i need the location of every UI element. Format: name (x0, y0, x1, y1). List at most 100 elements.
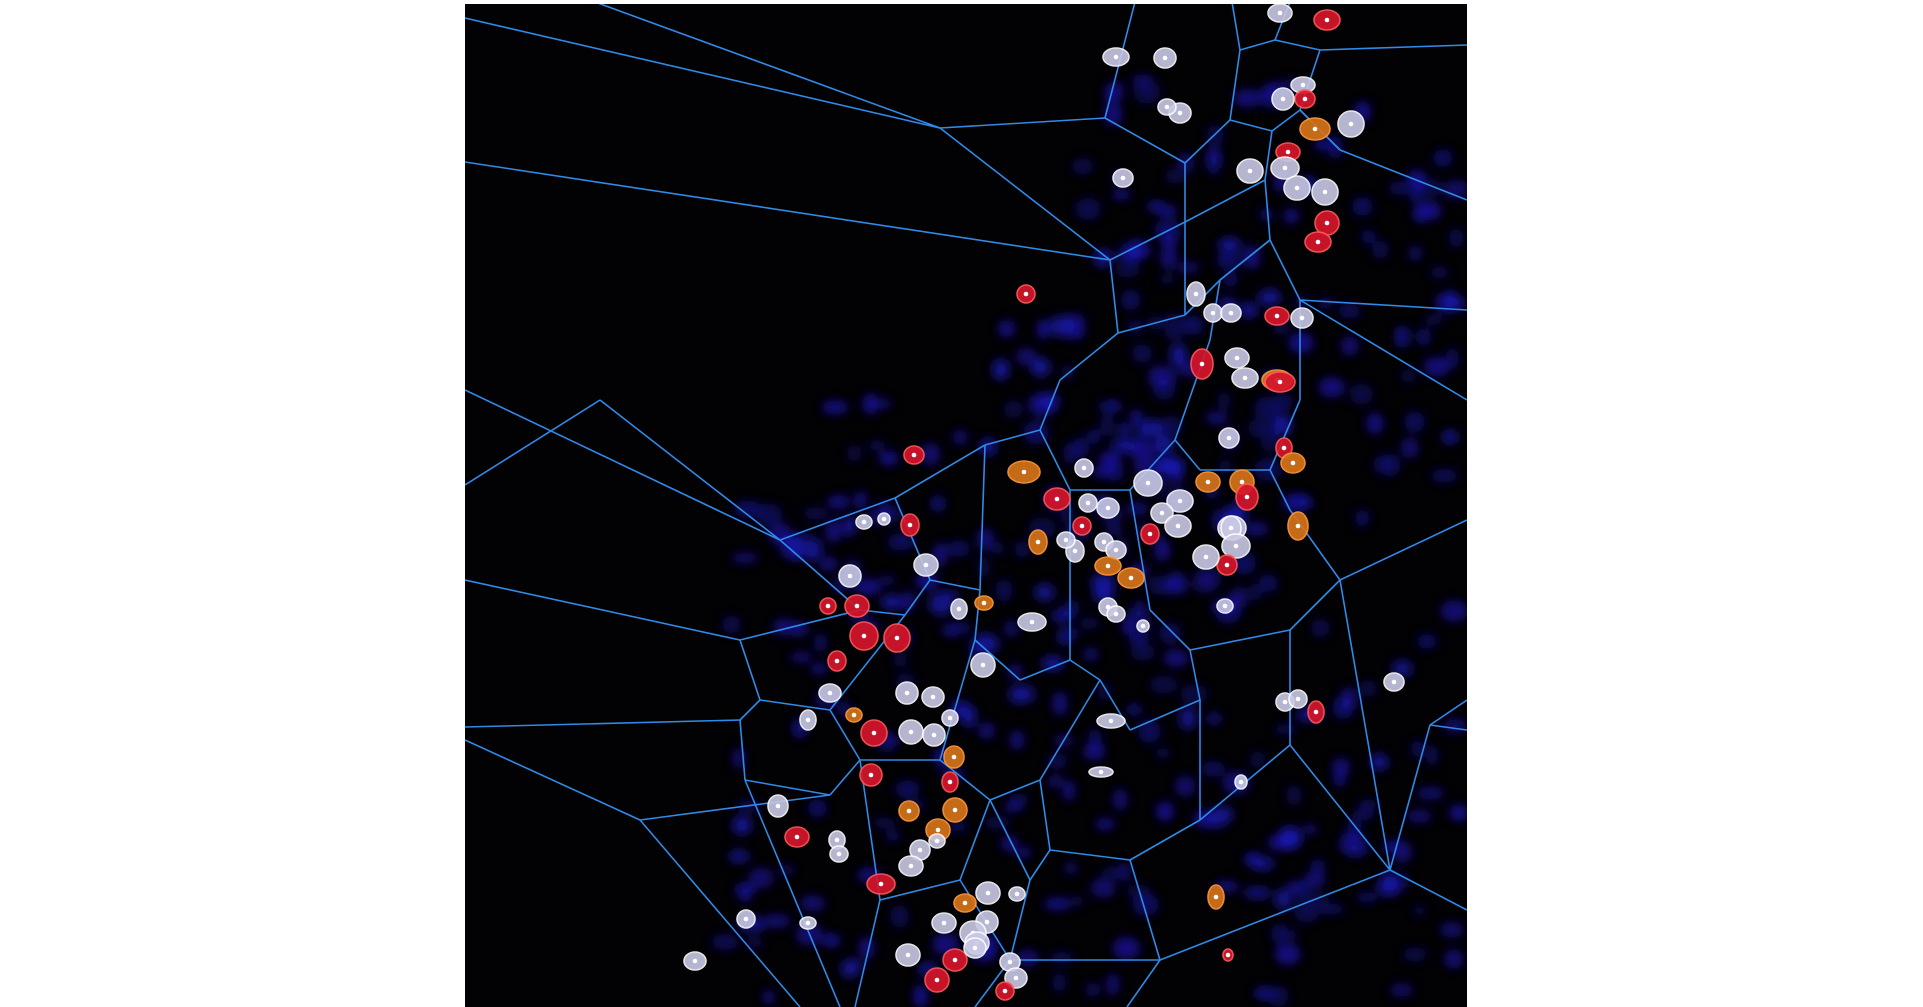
background-nucleus (998, 320, 1016, 338)
cell-centroid (1140, 623, 1146, 629)
cell-centroid (1285, 149, 1291, 155)
orange-cell (898, 800, 920, 822)
voronoi-edge (1184, 119, 1231, 164)
background-nucleus (1359, 680, 1377, 698)
voronoi-edge (465, 389, 781, 541)
background-nucleus (731, 553, 759, 563)
background-nucleus (1294, 295, 1308, 309)
voronoi-edge (1389, 724, 1431, 871)
cell-centroid (1177, 110, 1183, 116)
white-cell (1088, 766, 1114, 778)
background-nucleus (1091, 465, 1115, 478)
cell-centroid (1213, 894, 1219, 900)
cell-centroid (941, 920, 947, 926)
voronoi-edge (1219, 239, 1271, 281)
voronoi-edge (739, 699, 761, 721)
voronoi-edge (1009, 879, 1031, 961)
white-cell (1164, 514, 1192, 538)
cell-centroid (1210, 310, 1216, 316)
background-nucleus (1118, 423, 1131, 437)
background-nucleus (1303, 824, 1318, 835)
background-nucleus (878, 451, 899, 466)
cell-centroid (956, 606, 962, 612)
background-nucleus (1423, 357, 1450, 377)
background-nucleus (1310, 618, 1330, 638)
voronoi-edge (1289, 579, 1341, 631)
voronoi-edge (465, 579, 741, 641)
cell-centroid (1193, 291, 1199, 297)
background-nucleus (1355, 509, 1370, 527)
voronoi-edge (1229, 49, 1241, 121)
cell-centroid (1222, 603, 1228, 609)
cell-centroid (1159, 510, 1165, 516)
orange-cell (1280, 452, 1306, 474)
background-nucleus (1279, 826, 1302, 850)
white-cell (1337, 110, 1365, 138)
cell-centroid (951, 754, 957, 760)
background-nucleus (1180, 684, 1208, 704)
background-nucleus (1259, 207, 1274, 222)
white-cell (1186, 281, 1206, 307)
orange-cell (1094, 556, 1122, 576)
cell-centroid (847, 573, 853, 579)
background-nucleus (921, 443, 940, 466)
background-nucleus (1009, 793, 1029, 807)
cell-centroid (1234, 355, 1240, 361)
cell-centroid (1054, 496, 1060, 502)
cell-centroid (1225, 952, 1231, 958)
cell-centroid (962, 900, 968, 906)
white-cell (1383, 672, 1405, 692)
cell-centroid (1290, 460, 1296, 466)
white-cell (922, 723, 946, 747)
red-cell (827, 650, 847, 672)
cells-layer (683, 4, 1405, 1001)
background-nucleus (1243, 522, 1269, 536)
cell-centroid (935, 827, 941, 833)
red-cell (995, 981, 1015, 1001)
voronoi-edge (959, 799, 991, 881)
white-cell (1078, 493, 1098, 513)
background-nucleus (1088, 728, 1102, 750)
cell-centroid (1228, 310, 1234, 316)
background-nucleus (1259, 439, 1280, 452)
white-cell (799, 709, 817, 731)
white-cell (1008, 886, 1026, 902)
background-nucleus (1275, 943, 1301, 965)
background-nucleus (977, 555, 990, 579)
voronoi-edge (1299, 299, 1467, 311)
cell-centroid (1242, 375, 1248, 381)
cell-centroid (1322, 189, 1328, 195)
cell-centroid (1063, 537, 1069, 543)
cell-centroid (1239, 479, 1245, 485)
red-cell (1304, 231, 1332, 253)
voronoi-edge (639, 819, 801, 1007)
orange-cell (1007, 460, 1041, 484)
cell-centroid (934, 977, 940, 983)
background-nucleus (1425, 314, 1443, 326)
red-cell (941, 771, 959, 793)
background-nucleus (748, 867, 774, 889)
background-nucleus (1127, 320, 1142, 334)
background-nucleus (880, 595, 903, 610)
background-nucleus (728, 850, 750, 863)
voronoi-edge (1299, 299, 1467, 401)
cell-centroid (1233, 543, 1239, 549)
background-nucleus (1016, 347, 1037, 366)
voronoi-edge (598, 4, 941, 129)
background-nucleus (732, 815, 752, 835)
background-nucleus (1131, 344, 1153, 363)
background-nucleus (1268, 985, 1289, 1007)
background-nucleus (1122, 616, 1136, 635)
white-cell (855, 514, 873, 530)
voronoi-edge (1271, 109, 1301, 132)
background-nucleus (1413, 210, 1427, 223)
voronoi-edge (1274, 39, 1321, 51)
white-cell (1192, 544, 1220, 570)
cell-centroid (1391, 679, 1397, 685)
background-nucleus (808, 798, 827, 818)
voronoi-edge (979, 444, 986, 591)
cell-centroid (1199, 361, 1205, 367)
background-nucleus (768, 523, 792, 545)
red-cell (860, 719, 888, 747)
